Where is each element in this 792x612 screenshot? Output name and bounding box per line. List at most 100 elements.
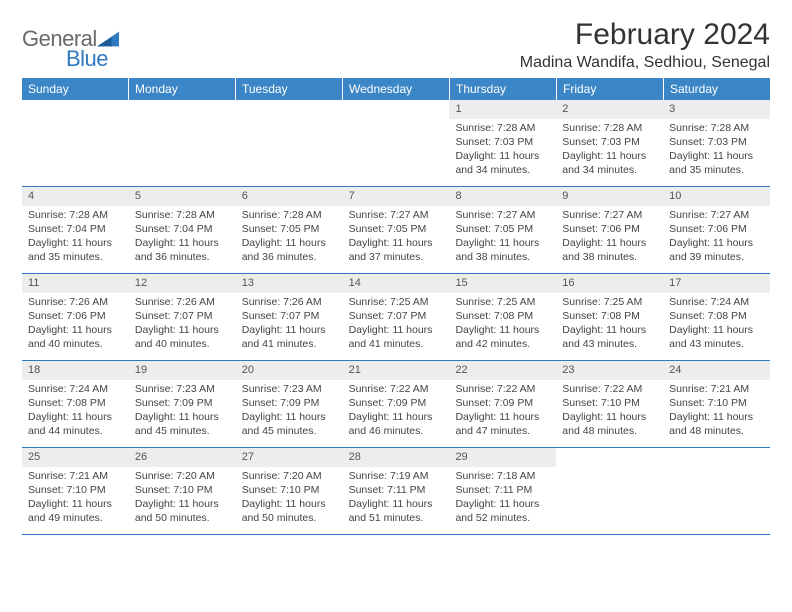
cell-line: Sunset: 7:11 PM <box>455 483 550 497</box>
day-number: 5 <box>129 187 236 206</box>
cell-body: Sunrise: 7:28 AMSunset: 7:03 PMDaylight:… <box>449 119 556 184</box>
cell-body: Sunrise: 7:23 AMSunset: 7:09 PMDaylight:… <box>129 380 236 445</box>
day-number: 1 <box>449 100 556 119</box>
cell-line: Sunset: 7:09 PM <box>455 396 550 410</box>
cell-line: Sunrise: 7:28 AM <box>135 208 230 222</box>
cell-line: Sunrise: 7:23 AM <box>242 382 337 396</box>
cell-line: Sunset: 7:11 PM <box>349 483 444 497</box>
cell-line: Daylight: 11 hours and 50 minutes. <box>135 497 230 525</box>
cell-line: Sunset: 7:09 PM <box>135 396 230 410</box>
cell-line: Sunset: 7:06 PM <box>562 222 657 236</box>
cell-line: Daylight: 11 hours and 42 minutes. <box>455 323 550 351</box>
calendar-cell: 4Sunrise: 7:28 AMSunset: 7:04 PMDaylight… <box>22 187 129 273</box>
calendar-header-row: SundayMondayTuesdayWednesdayThursdayFrid… <box>22 78 770 100</box>
calendar: SundayMondayTuesdayWednesdayThursdayFrid… <box>22 78 770 535</box>
cell-line: Daylight: 11 hours and 36 minutes. <box>242 236 337 264</box>
day-number: 26 <box>129 448 236 467</box>
calendar-cell: 15Sunrise: 7:25 AMSunset: 7:08 PMDayligh… <box>449 274 556 360</box>
cell-body: Sunrise: 7:28 AMSunset: 7:04 PMDaylight:… <box>129 206 236 271</box>
day-number: 6 <box>236 187 343 206</box>
header: General Blue February 2024 Madina Wandif… <box>22 18 770 72</box>
day-number: 2 <box>556 100 663 119</box>
cell-line: Sunset: 7:09 PM <box>242 396 337 410</box>
cell-body <box>129 104 236 112</box>
cell-line: Sunrise: 7:22 AM <box>349 382 444 396</box>
day-header: Monday <box>129 78 236 100</box>
cell-body: Sunrise: 7:28 AMSunset: 7:03 PMDaylight:… <box>663 119 770 184</box>
cell-line: Sunset: 7:07 PM <box>349 309 444 323</box>
cell-body: Sunrise: 7:18 AMSunset: 7:11 PMDaylight:… <box>449 467 556 532</box>
day-number: 24 <box>663 361 770 380</box>
cell-line: Sunrise: 7:27 AM <box>455 208 550 222</box>
day-number: 10 <box>663 187 770 206</box>
cell-line: Sunrise: 7:24 AM <box>669 295 764 309</box>
cell-line: Daylight: 11 hours and 44 minutes. <box>28 410 123 438</box>
day-number: 23 <box>556 361 663 380</box>
day-header: Friday <box>557 78 664 100</box>
day-header: Sunday <box>22 78 129 100</box>
cell-line: Sunrise: 7:22 AM <box>562 382 657 396</box>
cell-line: Sunrise: 7:28 AM <box>455 121 550 135</box>
day-number: 4 <box>22 187 129 206</box>
cell-line: Sunset: 7:09 PM <box>349 396 444 410</box>
cell-line: Sunset: 7:08 PM <box>562 309 657 323</box>
cell-line: Sunrise: 7:23 AM <box>135 382 230 396</box>
cell-body: Sunrise: 7:25 AMSunset: 7:08 PMDaylight:… <box>449 293 556 358</box>
cell-line: Daylight: 11 hours and 34 minutes. <box>562 149 657 177</box>
cell-line: Daylight: 11 hours and 48 minutes. <box>669 410 764 438</box>
calendar-cell: 24Sunrise: 7:21 AMSunset: 7:10 PMDayligh… <box>663 361 770 447</box>
cell-line: Sunset: 7:10 PM <box>669 396 764 410</box>
day-number: 11 <box>22 274 129 293</box>
cell-line: Daylight: 11 hours and 37 minutes. <box>349 236 444 264</box>
calendar-cell <box>22 100 129 186</box>
calendar-cell <box>556 448 663 534</box>
day-number: 16 <box>556 274 663 293</box>
day-number: 21 <box>343 361 450 380</box>
calendar-week: 25Sunrise: 7:21 AMSunset: 7:10 PMDayligh… <box>22 448 770 535</box>
cell-line: Daylight: 11 hours and 39 minutes. <box>669 236 764 264</box>
cell-line: Sunset: 7:07 PM <box>242 309 337 323</box>
cell-line: Sunset: 7:08 PM <box>455 309 550 323</box>
calendar-cell: 19Sunrise: 7:23 AMSunset: 7:09 PMDayligh… <box>129 361 236 447</box>
calendar-cell <box>343 100 450 186</box>
calendar-cell: 25Sunrise: 7:21 AMSunset: 7:10 PMDayligh… <box>22 448 129 534</box>
day-number: 13 <box>236 274 343 293</box>
cell-line: Sunset: 7:10 PM <box>562 396 657 410</box>
cell-line: Daylight: 11 hours and 43 minutes. <box>562 323 657 351</box>
calendar-cell: 6Sunrise: 7:28 AMSunset: 7:05 PMDaylight… <box>236 187 343 273</box>
cell-line: Sunset: 7:05 PM <box>455 222 550 236</box>
calendar-cell <box>236 100 343 186</box>
cell-body <box>343 104 450 112</box>
cell-line: Sunset: 7:08 PM <box>28 396 123 410</box>
cell-line: Sunrise: 7:28 AM <box>28 208 123 222</box>
day-number: 15 <box>449 274 556 293</box>
cell-body: Sunrise: 7:24 AMSunset: 7:08 PMDaylight:… <box>22 380 129 445</box>
cell-body: Sunrise: 7:23 AMSunset: 7:09 PMDaylight:… <box>236 380 343 445</box>
cell-line: Sunrise: 7:20 AM <box>242 469 337 483</box>
cell-body: Sunrise: 7:21 AMSunset: 7:10 PMDaylight:… <box>22 467 129 532</box>
cell-line: Sunset: 7:07 PM <box>135 309 230 323</box>
cell-line: Sunset: 7:03 PM <box>669 135 764 149</box>
day-header: Tuesday <box>236 78 343 100</box>
cell-body <box>236 104 343 112</box>
day-number: 7 <box>343 187 450 206</box>
cell-body: Sunrise: 7:21 AMSunset: 7:10 PMDaylight:… <box>663 380 770 445</box>
cell-line: Sunrise: 7:25 AM <box>562 295 657 309</box>
calendar-cell: 12Sunrise: 7:26 AMSunset: 7:07 PMDayligh… <box>129 274 236 360</box>
cell-line: Sunset: 7:03 PM <box>455 135 550 149</box>
cell-line: Sunset: 7:05 PM <box>242 222 337 236</box>
cell-body: Sunrise: 7:28 AMSunset: 7:03 PMDaylight:… <box>556 119 663 184</box>
cell-body: Sunrise: 7:27 AMSunset: 7:05 PMDaylight:… <box>343 206 450 271</box>
cell-line: Sunrise: 7:21 AM <box>28 469 123 483</box>
cell-body: Sunrise: 7:22 AMSunset: 7:09 PMDaylight:… <box>343 380 450 445</box>
cell-line: Sunrise: 7:28 AM <box>669 121 764 135</box>
cell-body: Sunrise: 7:24 AMSunset: 7:08 PMDaylight:… <box>663 293 770 358</box>
cell-line: Daylight: 11 hours and 45 minutes. <box>135 410 230 438</box>
cell-line: Daylight: 11 hours and 40 minutes. <box>28 323 123 351</box>
cell-line: Daylight: 11 hours and 46 minutes. <box>349 410 444 438</box>
cell-body <box>22 104 129 112</box>
cell-line: Daylight: 11 hours and 50 minutes. <box>242 497 337 525</box>
cell-line: Sunrise: 7:27 AM <box>562 208 657 222</box>
day-number: 25 <box>22 448 129 467</box>
calendar-week: 18Sunrise: 7:24 AMSunset: 7:08 PMDayligh… <box>22 361 770 448</box>
